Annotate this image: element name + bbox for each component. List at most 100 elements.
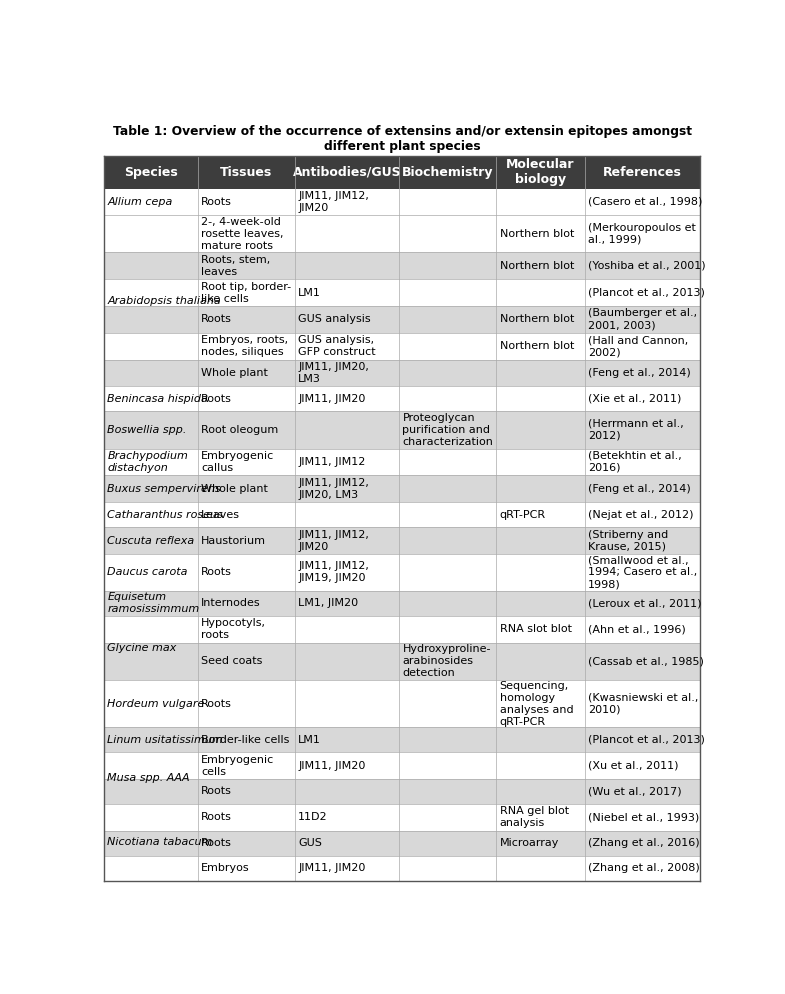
Text: Northern blot: Northern blot xyxy=(499,341,574,351)
Text: Musa spp. AAA: Musa spp. AAA xyxy=(108,773,190,783)
Text: GUS analysis,
GFP construct: GUS analysis, GFP construct xyxy=(298,335,376,357)
Text: Roots: Roots xyxy=(201,197,232,207)
Text: Root oleogum: Root oleogum xyxy=(201,425,278,435)
Text: (Cassab et al., 1985): (Cassab et al., 1985) xyxy=(588,656,703,666)
Text: (Herrmann et al.,
2012): (Herrmann et al., 2012) xyxy=(588,418,684,441)
Bar xyxy=(104,448,700,475)
Bar xyxy=(104,189,700,216)
Text: JIM11, JIM12: JIM11, JIM12 xyxy=(298,457,366,467)
Text: (Niebel et al., 1993): (Niebel et al., 1993) xyxy=(588,812,699,822)
Text: Embryos: Embryos xyxy=(201,864,250,874)
Text: (Betekhtin et al.,
2016): (Betekhtin et al., 2016) xyxy=(588,451,681,473)
Bar xyxy=(104,412,700,448)
Bar xyxy=(104,728,700,752)
Text: Antibodies/GUS: Antibodies/GUS xyxy=(293,166,401,179)
Text: Roots: Roots xyxy=(201,568,232,578)
Text: JIM11, JIM20: JIM11, JIM20 xyxy=(298,760,366,770)
Text: Species: Species xyxy=(124,166,178,179)
Text: Border-like cells: Border-like cells xyxy=(201,735,290,745)
Text: Buxus sempervirens: Buxus sempervirens xyxy=(108,484,221,494)
Bar xyxy=(104,804,700,831)
Bar xyxy=(104,591,700,616)
Bar xyxy=(104,616,700,643)
Text: (Nejat et al., 2012): (Nejat et al., 2012) xyxy=(588,510,693,520)
Text: Northern blot: Northern blot xyxy=(499,260,574,270)
Text: Roots: Roots xyxy=(201,812,232,822)
Text: Glycine max: Glycine max xyxy=(108,643,177,653)
Text: Roots: Roots xyxy=(201,838,232,848)
Text: Boswellia spp.: Boswellia spp. xyxy=(108,425,187,435)
Bar xyxy=(104,306,700,333)
Text: Daucus carota: Daucus carota xyxy=(108,568,188,578)
Text: Internodes: Internodes xyxy=(201,598,261,608)
Text: JIM11, JIM12,
JIM20: JIM11, JIM12, JIM20 xyxy=(298,530,369,552)
Text: JIM11, JIM12,
JIM19, JIM20: JIM11, JIM12, JIM19, JIM20 xyxy=(298,562,369,583)
Text: (Striberny and
Krause, 2015): (Striberny and Krause, 2015) xyxy=(588,530,668,552)
Text: (Feng et al., 2014): (Feng et al., 2014) xyxy=(588,484,691,494)
Text: RNA gel blot
analysis: RNA gel blot analysis xyxy=(499,806,568,828)
Bar xyxy=(104,360,700,387)
Text: Biochemistry: Biochemistry xyxy=(402,166,494,179)
Text: Hypocotyls,
roots: Hypocotyls, roots xyxy=(201,618,266,640)
Text: Seed coats: Seed coats xyxy=(201,656,262,666)
Text: Northern blot: Northern blot xyxy=(499,229,574,239)
Text: Catharanthus roseus: Catharanthus roseus xyxy=(108,510,223,520)
Text: 11D2: 11D2 xyxy=(298,812,328,822)
Text: Roots, stem,
leaves: Roots, stem, leaves xyxy=(201,254,270,277)
Text: (Leroux et al., 2011): (Leroux et al., 2011) xyxy=(588,598,701,608)
Text: (Zhang et al., 2016): (Zhang et al., 2016) xyxy=(588,838,699,848)
Text: Whole plant: Whole plant xyxy=(201,484,268,494)
Bar xyxy=(104,554,700,591)
Text: Embryogenic
callus: Embryogenic callus xyxy=(201,451,274,473)
Text: Root tip, border-
like cells: Root tip, border- like cells xyxy=(201,281,291,303)
Text: Tissues: Tissues xyxy=(221,166,272,179)
Text: (Feng et al., 2014): (Feng et al., 2014) xyxy=(588,368,691,378)
Text: (Xu et al., 2011): (Xu et al., 2011) xyxy=(588,760,678,770)
Text: (Kwasniewski et al.,
2010): (Kwasniewski et al., 2010) xyxy=(588,693,698,715)
Text: Roots: Roots xyxy=(201,314,232,324)
Text: Embryogenic
cells: Embryogenic cells xyxy=(201,754,274,776)
Text: Arabidopsis thaliana: Arabidopsis thaliana xyxy=(108,296,221,306)
Text: JIM11, JIM20,
LM3: JIM11, JIM20, LM3 xyxy=(298,362,369,384)
Text: Sequencing,
homology
analyses and
qRT-PCR: Sequencing, homology analyses and qRT-PC… xyxy=(499,681,573,727)
Text: GUS: GUS xyxy=(298,838,322,848)
Text: Hydroxyproline-
arabinosides
detection: Hydroxyproline- arabinosides detection xyxy=(403,644,491,678)
Text: (Hall and Cannon,
2002): (Hall and Cannon, 2002) xyxy=(588,335,688,357)
Text: (Smallwood et al.,
1994; Casero et al.,
1998): (Smallwood et al., 1994; Casero et al., … xyxy=(588,556,697,589)
Text: (Casero et al., 1998): (Casero et al., 1998) xyxy=(588,197,702,207)
Text: LM1, JIM20: LM1, JIM20 xyxy=(298,598,358,608)
Text: (Wu et al., 2017): (Wu et al., 2017) xyxy=(588,786,681,796)
Text: Linum usitatissimum: Linum usitatissimum xyxy=(108,735,223,745)
Text: JIM11, JIM12,
JIM20, LM3: JIM11, JIM12, JIM20, LM3 xyxy=(298,478,369,500)
Text: Whole plant: Whole plant xyxy=(201,368,268,378)
Bar xyxy=(104,856,700,881)
Text: Molecular
biology: Molecular biology xyxy=(506,158,575,187)
Text: (Merkouropoulos et
al., 1999): (Merkouropoulos et al., 1999) xyxy=(588,223,696,245)
Text: JIM11, JIM12,
JIM20: JIM11, JIM12, JIM20 xyxy=(298,191,369,213)
Text: GUS analysis: GUS analysis xyxy=(298,314,371,324)
Text: Hordeum vulgare: Hordeum vulgare xyxy=(108,699,205,709)
Bar xyxy=(104,502,700,527)
Text: (Plancot et al., 2013): (Plancot et al., 2013) xyxy=(588,287,705,297)
Text: qRT-PCR: qRT-PCR xyxy=(499,510,546,520)
Text: (Yoshiba et al., 2001): (Yoshiba et al., 2001) xyxy=(588,260,706,270)
Text: (Xie et al., 2011): (Xie et al., 2011) xyxy=(588,394,681,404)
Text: Roots: Roots xyxy=(201,394,232,404)
Text: LM1: LM1 xyxy=(298,735,321,745)
Text: Cuscuta reflexa: Cuscuta reflexa xyxy=(108,536,195,546)
Text: References: References xyxy=(603,166,682,179)
Text: Microarray: Microarray xyxy=(499,838,559,848)
Text: Table 1: Overview of the occurrence of extensins and/or extensin epitopes amongs: Table 1: Overview of the occurrence of e… xyxy=(113,125,692,153)
Text: Roots: Roots xyxy=(201,786,232,796)
Text: Northern blot: Northern blot xyxy=(499,314,574,324)
Bar xyxy=(104,216,700,252)
Text: Haustorium: Haustorium xyxy=(201,536,266,546)
Bar xyxy=(104,156,700,189)
Text: Leaves: Leaves xyxy=(201,510,240,520)
Text: RNA slot blot: RNA slot blot xyxy=(499,624,571,634)
Bar xyxy=(104,752,700,779)
Bar xyxy=(104,680,700,728)
Text: Embryos, roots,
nodes, siliques: Embryos, roots, nodes, siliques xyxy=(201,335,288,357)
Text: (Plancot et al., 2013): (Plancot et al., 2013) xyxy=(588,735,705,745)
Bar xyxy=(104,527,700,554)
